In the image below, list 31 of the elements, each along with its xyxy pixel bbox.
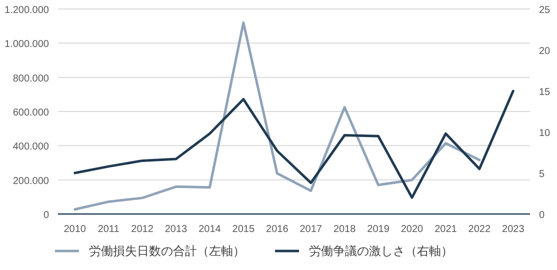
y2-tick-label: 20	[539, 46, 551, 57]
line-series	[74, 90, 514, 199]
y2-tick-label: 25	[539, 5, 551, 16]
x-tick-label: 2013	[164, 224, 188, 235]
x-tick-label: 2022	[468, 224, 491, 235]
y2-tick-label: 0	[539, 210, 545, 221]
legend-label: 労働損失日数の合計（左軸）	[89, 244, 245, 258]
x-tick-label: 2019	[367, 224, 390, 235]
y2-tick-label: 5	[539, 169, 545, 180]
x-tick-label: 2018	[333, 224, 356, 235]
x-tick-label: 2016	[266, 224, 289, 235]
legend-label: 労働争議の激しさ（右軸）	[309, 244, 453, 258]
x-tick-label: 2021	[434, 224, 458, 235]
y-tick-label: 0	[43, 210, 50, 221]
x-tick-label: 2023	[502, 224, 525, 235]
x-tick-label: 2011	[98, 224, 120, 235]
y2-tick-label: 10	[539, 128, 551, 139]
x-tick-label: 2010	[64, 224, 86, 235]
y-tick-label: 1.000.000	[4, 39, 50, 50]
y-tick-label: 200.000	[12, 176, 50, 187]
x-tick-label: 2015	[232, 224, 255, 235]
x-tick-label: 2017	[300, 224, 322, 235]
y-tick-label: 400.000	[12, 142, 50, 153]
y2-tick-label: 15	[539, 87, 551, 98]
line-series	[74, 21, 481, 211]
y-tick-label: 600.000	[12, 108, 50, 118]
x-tick-label: 2012	[131, 224, 154, 235]
y-tick-label: 1.200.000	[4, 5, 50, 16]
x-tick-label: 2014	[198, 224, 222, 235]
x-tick-label: 2020	[400, 224, 424, 235]
y-tick-label: 800.000	[12, 73, 50, 84]
